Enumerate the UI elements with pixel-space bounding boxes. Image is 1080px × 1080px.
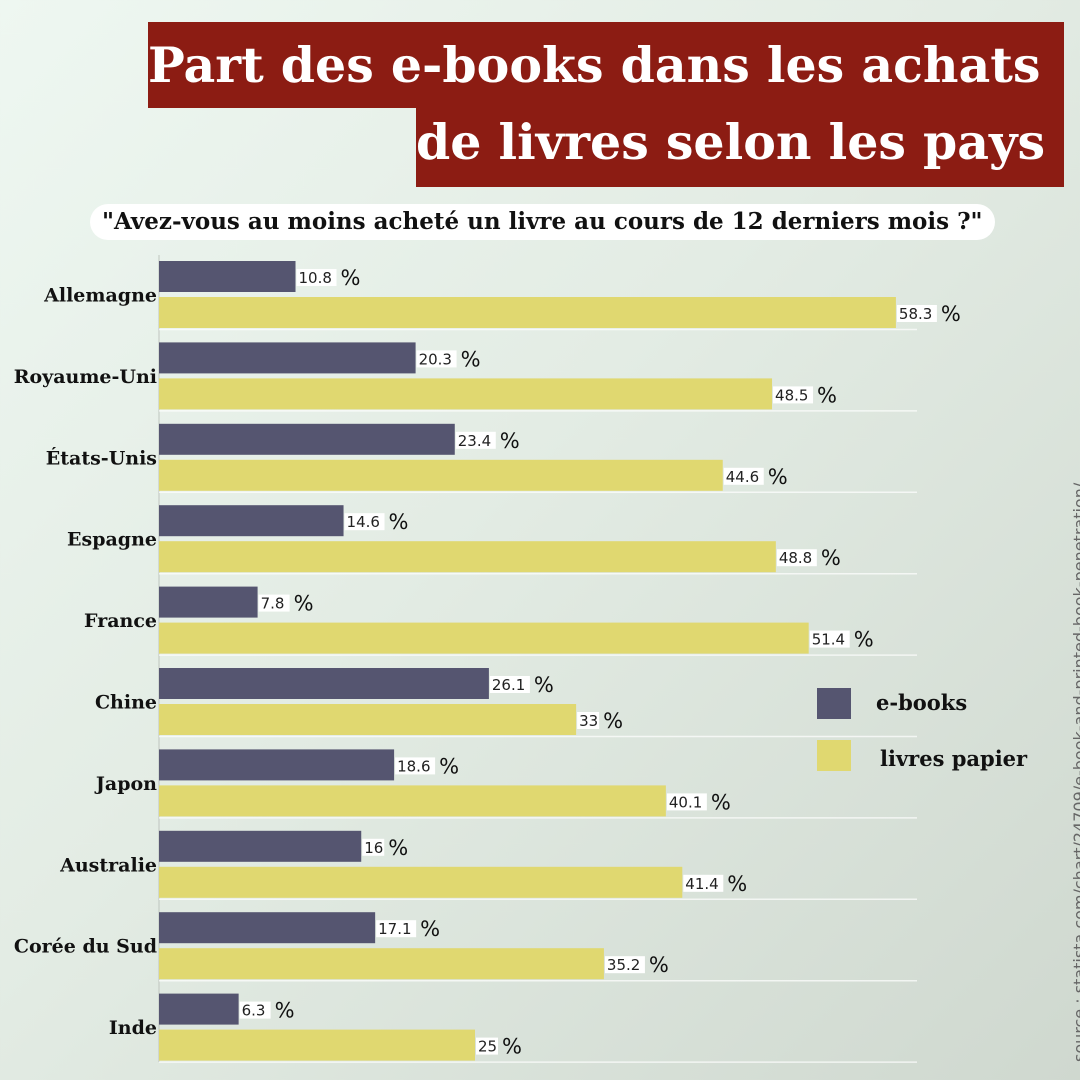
bar-ebooks bbox=[159, 342, 416, 374]
data-label: 44.6 bbox=[726, 468, 759, 486]
bar-ebooks bbox=[159, 749, 395, 781]
data-label: 48.5 bbox=[775, 386, 808, 404]
data-label: 51.4 bbox=[812, 631, 845, 649]
bar-paper bbox=[159, 704, 577, 735]
data-label: 6.3 bbox=[242, 1002, 266, 1020]
category-label: France bbox=[84, 610, 157, 632]
category-label: Japon bbox=[94, 773, 157, 795]
legend-label-ebooks: e-books bbox=[876, 690, 968, 715]
bar-ebooks bbox=[159, 830, 362, 862]
legend-swatch-ebooks bbox=[817, 688, 851, 719]
bar-ebooks bbox=[159, 993, 239, 1025]
legend-swatch-paper bbox=[817, 740, 851, 771]
data-label: 26.1 bbox=[492, 676, 525, 694]
data-label-bg bbox=[577, 712, 600, 729]
data-label-unit: % bbox=[500, 429, 520, 453]
category-label: Espagne bbox=[67, 529, 157, 551]
category-label: Royaume-Uni bbox=[14, 366, 157, 388]
data-label-unit: % bbox=[817, 383, 837, 407]
data-label-bg bbox=[376, 920, 417, 938]
data-label: 58.3 bbox=[899, 305, 932, 323]
category-label: Inde bbox=[109, 1017, 157, 1039]
data-label-unit: % bbox=[854, 628, 874, 652]
data-label-bg bbox=[455, 431, 496, 449]
data-label-unit: % bbox=[649, 953, 669, 977]
data-label: 18.6 bbox=[397, 757, 430, 775]
data-label-unit: % bbox=[341, 266, 361, 290]
legend-label-paper: livres papier bbox=[880, 746, 1028, 771]
data-label: 33 bbox=[579, 712, 598, 730]
data-label-bg bbox=[395, 757, 436, 775]
bar-ebooks bbox=[159, 261, 296, 292]
data-label-unit: % bbox=[534, 673, 554, 697]
data-label-bg bbox=[666, 793, 707, 811]
data-label-bg bbox=[476, 1037, 498, 1055]
data-label: 7.8 bbox=[261, 595, 285, 613]
bar-paper bbox=[159, 541, 776, 573]
category-label: Corée du Sud bbox=[14, 936, 157, 958]
category-label: États-Unis bbox=[46, 446, 157, 469]
bar-paper bbox=[159, 1029, 475, 1061]
source-note: source : statista.com/chart/24709/e-book… bbox=[1070, 482, 1080, 1062]
bar-paper bbox=[159, 297, 896, 328]
data-label-bg bbox=[683, 874, 724, 892]
data-label-bg bbox=[776, 549, 817, 567]
data-label-bg bbox=[773, 386, 814, 404]
data-label: 35.2 bbox=[607, 956, 640, 974]
data-label-unit: % bbox=[461, 347, 481, 371]
category-label: Chine bbox=[95, 692, 157, 714]
data-label-unit: % bbox=[388, 836, 408, 860]
chart-subtitle: "Avez-vous au moins acheté un livre au c… bbox=[90, 204, 995, 240]
data-label-bg bbox=[723, 467, 764, 485]
data-label-bg bbox=[416, 350, 457, 368]
data-label-bg bbox=[362, 838, 385, 856]
bar-paper bbox=[159, 866, 683, 898]
data-label-unit: % bbox=[711, 790, 731, 814]
category-label: Allemagne bbox=[43, 285, 157, 307]
category-label: Australie bbox=[59, 854, 157, 876]
data-label-bg bbox=[604, 956, 645, 974]
data-label: 16 bbox=[364, 839, 383, 857]
bar-ebooks bbox=[159, 586, 258, 618]
bar-paper bbox=[159, 948, 604, 980]
data-label-unit: % bbox=[603, 709, 623, 733]
bar-ebooks bbox=[159, 423, 455, 455]
bar-paper bbox=[159, 622, 809, 654]
data-label-bg bbox=[296, 269, 337, 286]
data-label-unit: % bbox=[941, 302, 961, 326]
bar-paper bbox=[159, 459, 723, 491]
data-label-bg bbox=[809, 630, 850, 648]
data-label: 10.8 bbox=[299, 269, 332, 287]
data-label-unit: % bbox=[420, 917, 440, 941]
data-label: 41.4 bbox=[685, 875, 718, 893]
data-label: 25 bbox=[478, 1038, 497, 1056]
data-label-unit: % bbox=[727, 872, 747, 896]
data-label: 48.8 bbox=[779, 549, 812, 567]
data-label: 17.1 bbox=[378, 920, 411, 938]
data-label-bg bbox=[239, 1001, 271, 1019]
data-label-unit: % bbox=[294, 592, 314, 616]
data-label-bg bbox=[344, 513, 385, 531]
data-label-unit: % bbox=[768, 465, 788, 489]
data-label-unit: % bbox=[389, 510, 409, 534]
data-label: 20.3 bbox=[419, 350, 452, 368]
data-label: 23.4 bbox=[458, 432, 491, 450]
data-label: 40.1 bbox=[669, 793, 702, 811]
chart-title-line-2: de livres selon les pays bbox=[416, 105, 1064, 187]
bar-paper bbox=[159, 785, 666, 817]
data-label-bg bbox=[258, 594, 290, 612]
bar-ebooks bbox=[159, 912, 376, 944]
bar-paper bbox=[159, 378, 773, 410]
data-label-unit: % bbox=[275, 999, 295, 1023]
data-label-bg bbox=[896, 305, 937, 322]
data-label: 14.6 bbox=[347, 513, 380, 531]
bar-ebooks bbox=[159, 505, 344, 537]
bar-ebooks bbox=[159, 668, 489, 699]
data-label-unit: % bbox=[821, 546, 841, 570]
chart-title-line-1: Part des e-books dans les achats bbox=[148, 22, 1064, 108]
data-label-unit: % bbox=[502, 1035, 522, 1059]
data-label-bg bbox=[489, 676, 530, 693]
data-label-unit: % bbox=[439, 754, 459, 778]
